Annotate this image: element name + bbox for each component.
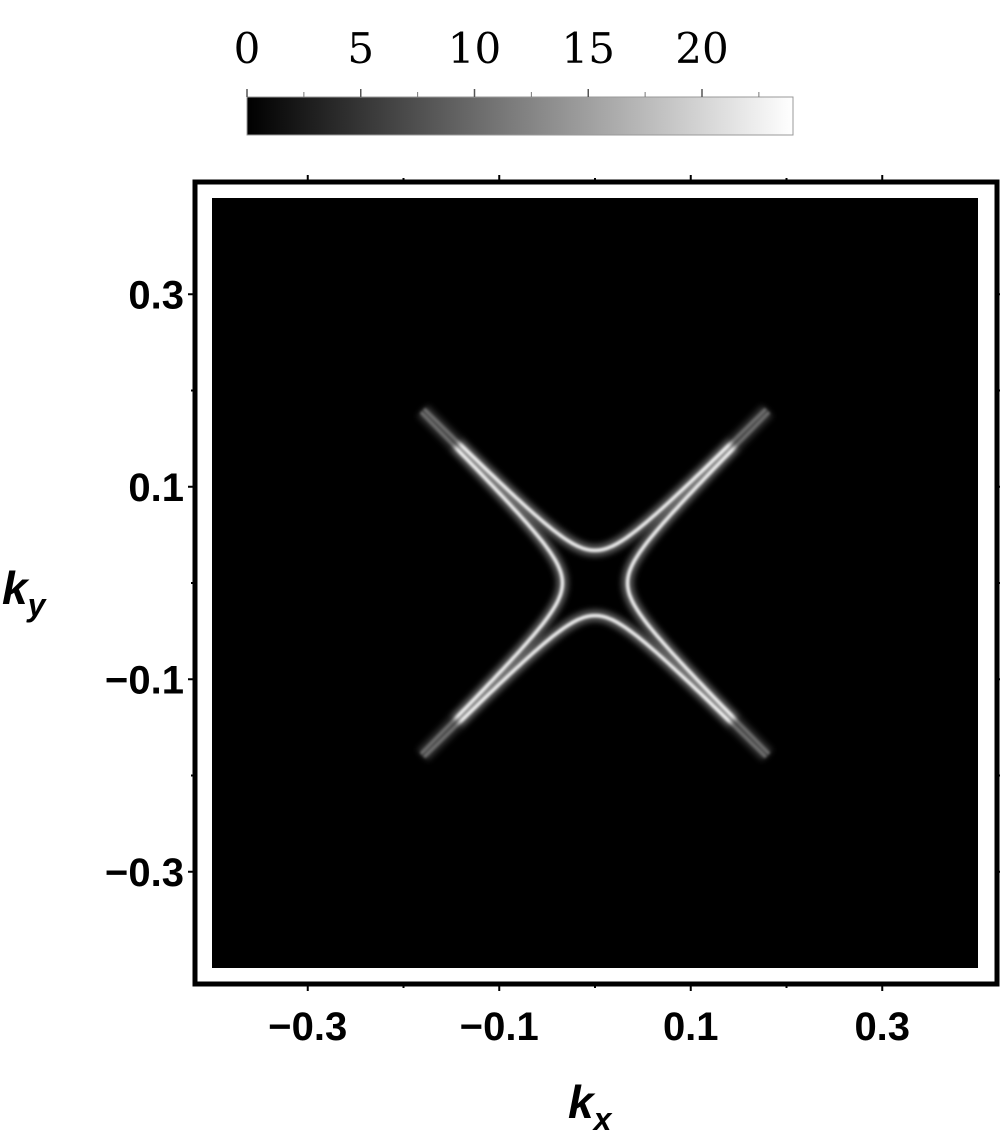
x-tick-label: 0.1 [663, 1005, 719, 1049]
x-tick-label: −0.3 [268, 1005, 347, 1049]
colorbar-ticks [246, 89, 760, 97]
cross-branch-bottom [422, 613, 768, 759]
axis-ticks [188, 175, 1000, 991]
y-tick-label: −0.3 [105, 851, 184, 895]
colorbar-tick-label: 10 [448, 24, 501, 73]
x-tick-label: 0.3 [854, 1005, 910, 1049]
y-tick-label: −0.1 [105, 658, 184, 702]
arm-end-fade [721, 709, 802, 790]
cross-branch-left [419, 410, 565, 756]
y-axis-label: ky [2, 562, 48, 623]
arm-end-fade [721, 376, 802, 457]
x-axis-label: kx [568, 1076, 613, 1135]
colorbar-gradient [246, 96, 794, 136]
cross-branch-right [625, 410, 771, 756]
arm-end-fade [388, 709, 469, 790]
heatmap-cross-feature [388, 376, 802, 790]
x-tick-label: −0.1 [460, 1005, 539, 1049]
cross-branch-top [422, 407, 768, 553]
arm-end-fade [388, 376, 469, 457]
y-tick-labels: 0.3 0.1 −0.1 −0.3 [105, 273, 184, 895]
plot-area [212, 198, 978, 968]
colorbar: 0 5 10 15 20 [234, 24, 794, 136]
colorbar-tick-label: 5 [347, 24, 374, 73]
colorbar-tick-label: 15 [562, 24, 615, 73]
colorbar-tick-label: 20 [675, 24, 728, 73]
y-tick-label: 0.1 [128, 466, 184, 510]
x-tick-labels: −0.3 −0.1 0.1 0.3 [268, 1005, 910, 1049]
colorbar-tick-label: 0 [234, 24, 261, 73]
y-tick-label: 0.3 [128, 273, 184, 317]
colorbar-tick-labels: 0 5 10 15 20 [234, 24, 729, 73]
